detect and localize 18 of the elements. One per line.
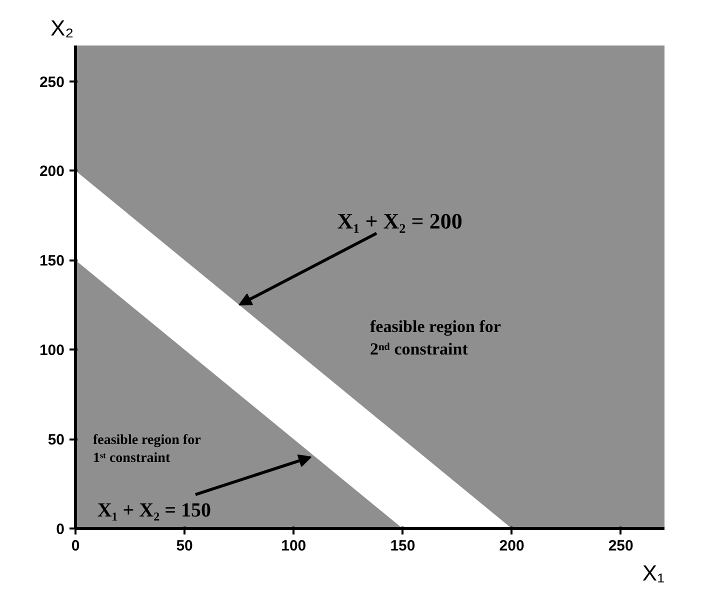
x-tick-label: 50	[176, 538, 193, 554]
x-tick-label: 150	[390, 538, 416, 554]
annotation: X₁ + X₂ = 150	[97, 499, 211, 522]
x-tick-label: 250	[608, 538, 634, 554]
x-tick-label: 0	[71, 538, 80, 554]
y-tick-label: 50	[48, 432, 65, 449]
y-tick-label: 150	[39, 252, 65, 270]
y-tick-label: 0	[56, 521, 64, 538]
annotation: feasible region for 2ⁿᵈ constraint	[370, 316, 502, 359]
annotation: X₁ + X₂ = 200	[337, 208, 462, 234]
x-tick-label: 200	[499, 538, 524, 554]
y-tick-label: 250	[39, 74, 65, 91]
x-tick-label: 100	[281, 538, 306, 554]
annotation: feasible region for 1ˢᵗ constraint	[92, 432, 201, 466]
y-tick-label: 100	[39, 342, 65, 360]
y-axis-title: X₂	[50, 16, 74, 40]
x-axis-title: X₁	[642, 560, 665, 586]
y-tick-label: 200	[39, 163, 65, 180]
